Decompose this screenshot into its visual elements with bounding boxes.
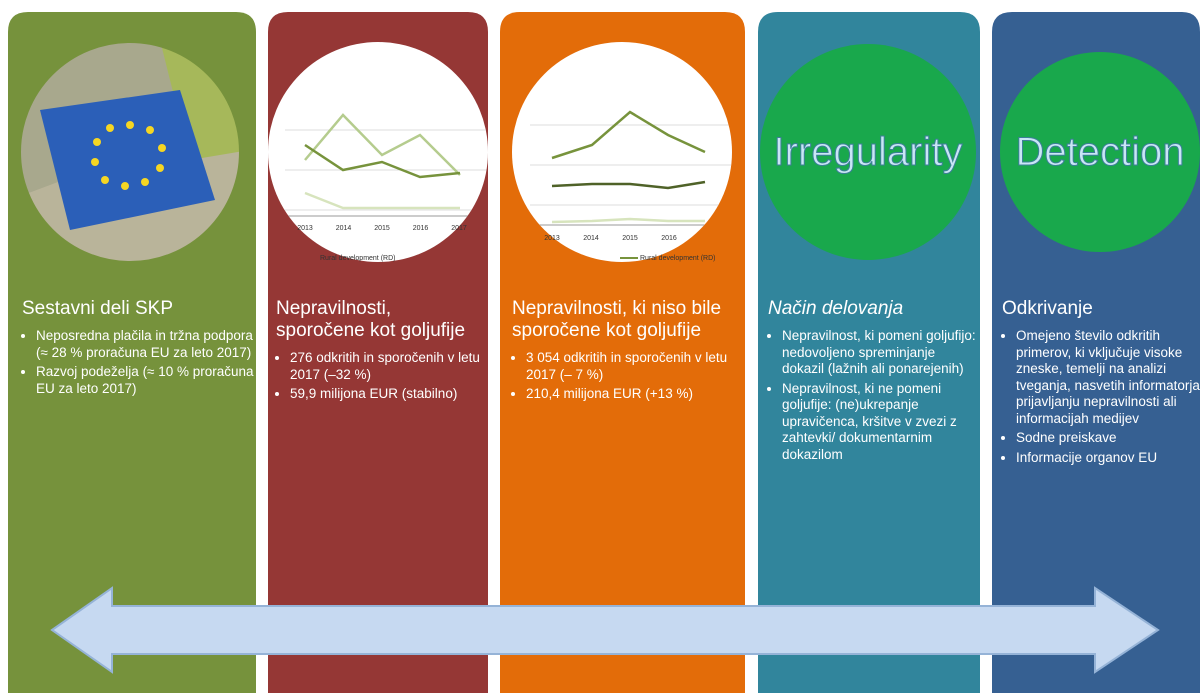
bullet-item: Nepravilnost, ki pomeni goljufijo: nedov… xyxy=(782,328,979,378)
year-label: 2015 xyxy=(374,225,390,232)
circle-label: Detection xyxy=(1016,130,1185,174)
panel-title: Odkrivanje xyxy=(1002,298,1093,319)
bullet-item: Nepravilnost, ki ne pomeni goljufije: (n… xyxy=(782,381,979,464)
mini-chart xyxy=(512,42,732,262)
bullet-item: Sodne preiskave xyxy=(1016,430,1204,447)
year-label: 2017 xyxy=(451,225,467,232)
mini-chart xyxy=(268,42,488,262)
circle-bg xyxy=(1000,52,1200,252)
bullet-item: 3 054 odkritih in sporočenih v letu 2017… xyxy=(526,350,743,383)
year-label: 2013 xyxy=(297,225,313,232)
bullet-item: Razvoj podeželja (≈ 10 % proračuna EU za… xyxy=(36,364,256,397)
panel-title: Nepravilnosti, ki niso bile sporočene ko… xyxy=(512,298,722,341)
panel-title: Nepravilnosti, sporočene kot goljufije xyxy=(276,298,466,341)
year-label: 2014 xyxy=(336,225,352,232)
bullet-item: Neposredna plačila in tržna podpora (≈ 2… xyxy=(36,328,256,361)
bullet-list: Omejeno število odkritih primerov, ki vk… xyxy=(1006,328,1204,469)
legend-label: Rural development (RD) xyxy=(320,255,395,262)
year-label: 2016 xyxy=(661,235,677,242)
circle-frame xyxy=(19,41,241,263)
year-label: 2015 xyxy=(622,235,638,242)
panel-title: Sestavni deli SKP xyxy=(22,298,174,319)
legend-label: Rural development (RD) xyxy=(640,255,715,262)
bullet-list: 276 odkritih in sporočenih v letu 2017 (… xyxy=(280,350,487,406)
bullet-list: 3 054 odkritih in sporočenih v letu 2017… xyxy=(516,350,743,406)
circle-label: Irregularity xyxy=(774,130,963,174)
bullet-item: Omejeno število odkritih primerov, ki vk… xyxy=(1016,328,1204,427)
bullet-item: 59,9 milijona EUR (stabilno) xyxy=(290,386,487,403)
year-label: 2016 xyxy=(413,225,429,232)
bullet-item: Informacije organov EU xyxy=(1016,450,1204,467)
double-arrow xyxy=(50,586,1160,674)
panel-title: Način delovanja xyxy=(768,298,904,319)
circle-bg xyxy=(760,44,976,260)
bullet-list: Neposredna plačila in tržna podpora (≈ 2… xyxy=(26,328,256,400)
year-label: 2014 xyxy=(583,235,599,242)
year-label: 2013 xyxy=(544,235,560,242)
bullet-item: 210,4 milijona EUR (+13 %) xyxy=(526,386,743,403)
bullet-item: 276 odkritih in sporočenih v letu 2017 (… xyxy=(290,350,487,383)
bullet-list: Nepravilnost, ki pomeni goljufijo: nedov… xyxy=(772,328,979,466)
